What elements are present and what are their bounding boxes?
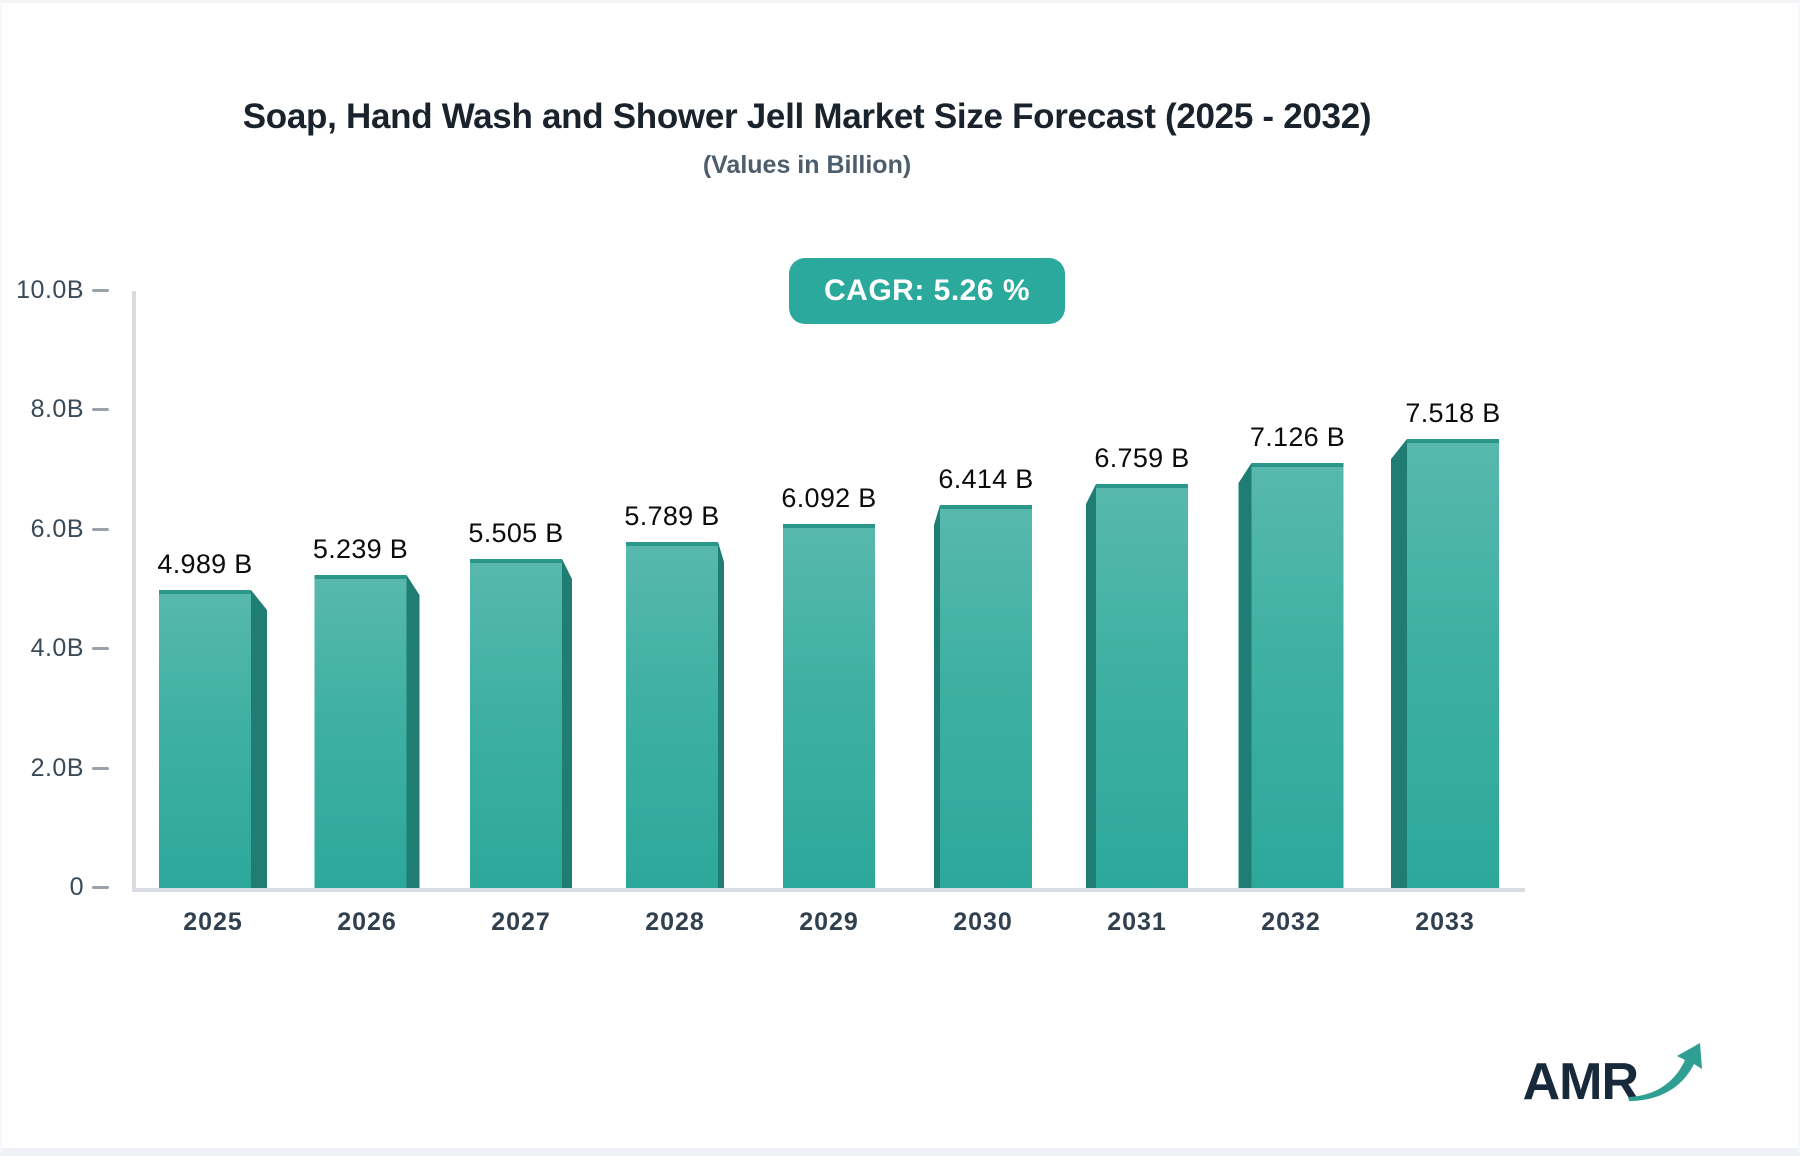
bar-slot-2028: 5.789 B 2028 [598, 291, 752, 936]
bar-value-label: 7.518 B [1405, 398, 1501, 428]
amr-logo-text: AMR [1522, 1053, 1639, 1111]
bar-side-3d [718, 542, 724, 888]
amr-logo: AMR [1523, 1040, 1706, 1108]
bar-face [159, 590, 251, 888]
bar-group: 4.989 B 2025 5.239 B 2026 5.505 B 2027 5.789 B… [136, 291, 1522, 936]
cagr-badge: CAGR: 5.26 % [789, 258, 1066, 324]
y-tick [92, 886, 109, 889]
bar-face [783, 524, 875, 888]
bar-face [314, 575, 407, 888]
y-tick [92, 527, 109, 531]
y-tick [92, 408, 109, 412]
bar-slot-2033: 7.518 B 2033 [1368, 291, 1522, 936]
y-tick [92, 647, 109, 651]
bar-value-label: 7.126 B [1249, 422, 1346, 452]
bar-2030: 6.414 B [934, 464, 1033, 888]
bar-2032: 7.126 B [1238, 422, 1345, 888]
bar-value-label: 4.989 B [157, 549, 253, 579]
y-tick-label: 4.0B [30, 634, 84, 663]
bar-side-3d [406, 575, 420, 888]
bar-2027: 5.505 B [468, 518, 572, 888]
bar-side-3d [562, 559, 572, 888]
x-axis-label: 2033 [1415, 908, 1475, 936]
growth-arrow-icon [1628, 1043, 1702, 1101]
chart-title: Soap, Hand Wash and Shower Jell Market S… [242, 97, 1372, 136]
y-tick-label: 10.0B [16, 276, 84, 304]
y-tick-label: 8.0B [30, 395, 84, 424]
y-tick-label: 0 [69, 873, 84, 901]
bar-value-label: 5.239 B [312, 534, 409, 564]
x-axis-label: 2030 [953, 908, 1013, 936]
bar-face [1407, 439, 1499, 888]
x-axis-label: 2028 [645, 908, 705, 936]
bar-side-3d [251, 590, 267, 888]
x-axis-label: 2031 [1107, 908, 1167, 936]
bar-2026: 5.239 B [313, 534, 420, 888]
bar-slot-2026: 5.239 B 2026 [290, 291, 444, 936]
y-tick-label: 6.0B [30, 514, 84, 543]
bar-side-3d [1391, 439, 1407, 888]
y-tick [92, 289, 109, 292]
bar-slot-2031: 6.759 B 2031 [1060, 291, 1214, 936]
y-axis-line [132, 291, 136, 892]
bar-value-label: 6.092 B [781, 483, 877, 513]
plot-area: 10.0B 8.0B 6.0B 4.0B 2.0B 0 4.989 B 2025 5.239 … [16, 276, 1525, 936]
x-axis-label: 2029 [799, 908, 859, 936]
bar-value-label: 6.414 B [938, 464, 1034, 494]
bar-face [1096, 484, 1188, 888]
x-axis-line [132, 888, 1525, 892]
bar-side-3d [1238, 463, 1252, 888]
bar-2029: 6.092 B [781, 483, 876, 888]
bar-face [626, 542, 718, 888]
y-tick-label: 2.0B [30, 753, 84, 782]
bar-face [1251, 463, 1344, 888]
chart-subtitle: (Values in Billion) [702, 151, 912, 179]
x-axis-label: 2027 [491, 908, 551, 936]
bar-2033: 7.518 B [1391, 398, 1500, 888]
bar-value-label: 6.759 B [1094, 443, 1190, 473]
bar-face [470, 559, 562, 888]
x-axis-label: 2026 [337, 908, 397, 936]
bar-slot-2029: 6.092 B 2029 [752, 291, 906, 936]
bar-value-label: 5.505 B [468, 518, 564, 548]
bar-2028: 5.789 B [624, 501, 724, 888]
bar-slot-2030: 6.414 B 2030 [906, 291, 1060, 936]
bar-2031: 6.759 B [1086, 443, 1189, 888]
x-axis-label: 2025 [183, 908, 243, 936]
bar-slot-2025: 4.989 B 2025 [136, 291, 290, 936]
bar-side-3d [1086, 484, 1096, 888]
bar-side-3d [934, 505, 940, 888]
bar-slot-2032: 7.126 B 2032 [1214, 291, 1368, 936]
x-axis-label: 2032 [1261, 908, 1321, 936]
y-tick [92, 766, 109, 770]
bar-value-label: 5.789 B [624, 501, 720, 531]
bar-slot-2027: 5.505 B 2027 [444, 291, 598, 936]
bar-2025: 4.989 B [157, 549, 267, 888]
bar-face [940, 505, 1032, 888]
